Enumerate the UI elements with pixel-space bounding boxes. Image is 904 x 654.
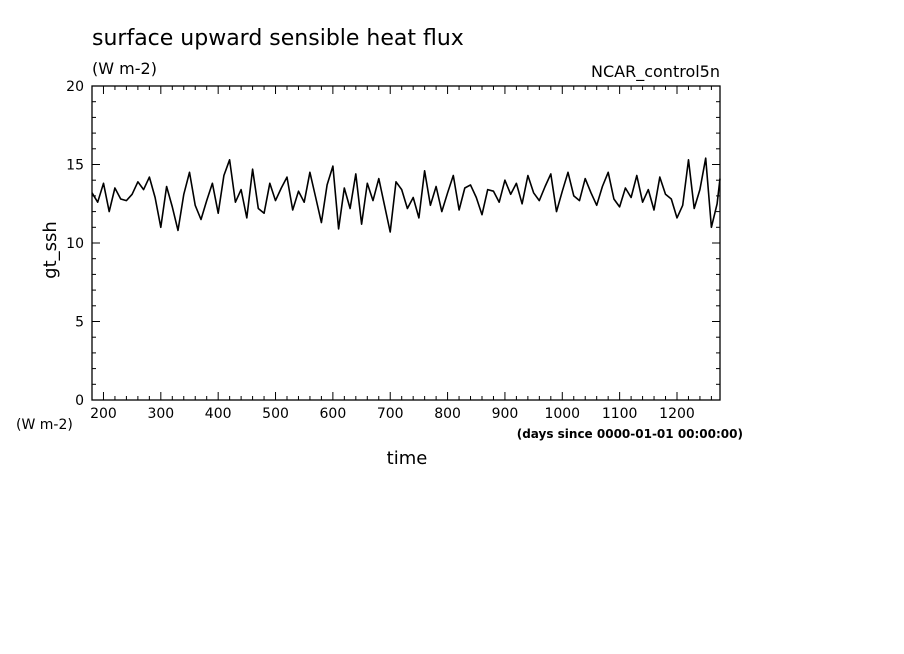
x-tick-label: 1100 <box>602 406 638 422</box>
x-tick-label: 200 <box>90 406 117 422</box>
x-axis: 200 300 400 500 600 700 800 900 1000 1100 1200 <box>90 86 712 422</box>
y-axis: 0 5 10 15 20 <box>66 79 720 409</box>
dataset-label: NCAR_control5n <box>591 62 720 82</box>
x-tick-label: 300 <box>147 406 174 422</box>
y-tick-label: 15 <box>66 158 84 174</box>
x-tick-label: 400 <box>205 406 232 422</box>
x-tick-label: 1000 <box>544 406 580 422</box>
x-tick-label: 1200 <box>659 406 695 422</box>
y-tick-label: 20 <box>66 79 84 95</box>
chart-title: surface upward sensible heat flux <box>92 26 464 51</box>
y-axis-units: (W m-2) <box>16 417 73 433</box>
y-tick-label: 10 <box>66 236 84 252</box>
y-tick-label: 5 <box>75 315 84 331</box>
y-axis-label: gt_ssh <box>40 221 61 279</box>
plot-frame <box>91 85 721 401</box>
y-tick-label: 0 <box>75 393 84 409</box>
x-tick-label: 900 <box>492 406 519 422</box>
x-axis-label: time <box>387 448 428 469</box>
x-axis-units: (days since 0000-01-01 00:00:00) <box>517 427 743 441</box>
x-tick-label: 800 <box>434 406 461 422</box>
x-tick-label: 600 <box>320 406 347 422</box>
series-line <box>91 157 721 233</box>
x-tick-label: 500 <box>262 406 289 422</box>
series-group <box>91 157 721 233</box>
x-tick-label: 700 <box>377 406 404 422</box>
chart-units: (W m-2) <box>92 59 157 78</box>
